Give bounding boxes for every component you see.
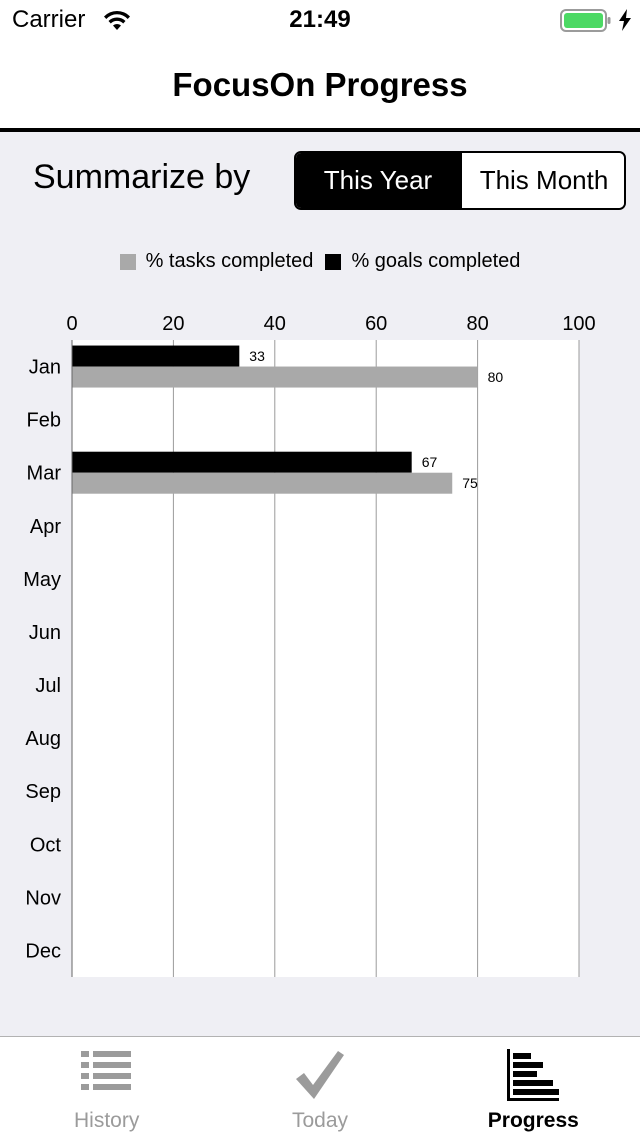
list-icon [80,1049,133,1098]
bar-chart-icon [507,1049,560,1106]
segment-this-year[interactable]: This Year [296,153,460,208]
progress-bar-chart: 0 20 40 60 80 100 Jan Feb Mar Apr May Jun Jul Aug Sep O… [23,313,596,977]
y-tick-label-jun: Jun [29,622,61,644]
summarize-segmented-control[interactable]: This Year This Month [294,151,626,210]
x-tick-label: 0 [66,313,77,335]
legend-swatch-tasks [119,253,136,270]
y-tick-label-oct: Oct [30,834,62,856]
battery-icon [560,9,612,38]
summarize-label: Summarize by [33,158,251,196]
y-tick-label-jul: Jul [35,675,61,697]
x-tick-label: 40 [264,313,286,335]
y-tick-label-mar: Mar [27,463,62,485]
tab-history[interactable]: History [0,1037,213,1137]
tab-progress[interactable]: Progress [427,1037,640,1137]
y-tick-label-feb: Feb [27,410,61,432]
bar-jan-series-0 [72,345,240,367]
legend-swatch-goals [325,253,342,270]
checkmark-icon [294,1049,346,1106]
legend-item-goals: % goals completed [325,250,520,273]
plot-area [72,340,579,977]
status-bar: Carrier 21:49 [0,0,640,40]
data-label-mar-series-0: 67 [422,454,438,470]
y-tick-label-apr: Apr [30,516,61,538]
x-tick-label: 20 [162,313,184,335]
y-tick-label-sep: Sep [25,781,61,803]
legend-label-goals: % goals completed [351,250,521,272]
navigation-bar: FocusOn Progress [0,40,640,132]
bar-jan-series-1 [72,366,478,388]
data-label-mar-series-1: 75 [462,475,478,491]
carrier-label: Carrier [12,6,86,33]
y-tick-label-jan: Jan [29,357,61,379]
data-label-jan-series-0: 33 [249,348,265,364]
y-tick-label-aug: Aug [25,728,61,750]
clock: 21:49 [289,6,351,33]
y-tick-label-may: May [23,569,61,591]
bar-mar-series-1 [72,472,453,494]
legend-label-tasks: % tasks completed [145,250,314,272]
y-tick-label-nov: Nov [25,887,61,909]
tab-today[interactable]: Today [213,1037,426,1137]
segment-this-month[interactable]: This Month [460,153,624,208]
tab-today-label: Today [291,1109,349,1132]
tab-history-label: History [73,1109,140,1132]
y-tick-label-dec: Dec [25,940,61,962]
legend-item-tasks: % tasks completed [119,250,314,273]
x-tick-label: 100 [562,313,595,335]
page-title: FocusOn Progress [172,66,468,103]
bar-mar-series-0 [72,451,412,473]
charging-icon [618,9,632,36]
chart-legend: % tasks completed % goals completed [0,250,640,273]
tab-bar: History Today Progress [0,1036,640,1137]
data-label-jan-series-1: 80 [488,369,504,385]
x-tick-label: 60 [365,313,387,335]
x-tick-label: 80 [466,313,488,335]
tab-progress-label: Progress [487,1109,579,1132]
wifi-icon [102,8,132,37]
